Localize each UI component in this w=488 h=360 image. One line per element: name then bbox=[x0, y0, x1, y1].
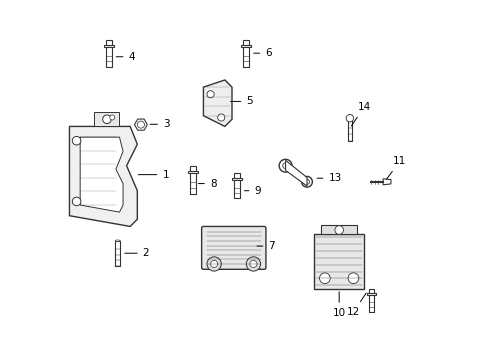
Polygon shape bbox=[103, 45, 114, 47]
Polygon shape bbox=[321, 225, 356, 234]
Polygon shape bbox=[203, 80, 231, 126]
Polygon shape bbox=[285, 160, 306, 186]
Polygon shape bbox=[241, 45, 251, 47]
Polygon shape bbox=[366, 293, 375, 294]
Circle shape bbox=[210, 260, 217, 267]
Circle shape bbox=[304, 179, 309, 184]
Text: 9: 9 bbox=[244, 186, 261, 196]
Polygon shape bbox=[368, 294, 373, 312]
Text: 3: 3 bbox=[150, 119, 169, 129]
Circle shape bbox=[279, 159, 291, 172]
Polygon shape bbox=[243, 47, 248, 67]
Circle shape bbox=[102, 115, 111, 123]
Circle shape bbox=[334, 226, 343, 234]
Ellipse shape bbox=[115, 240, 120, 242]
Circle shape bbox=[217, 114, 224, 121]
Circle shape bbox=[319, 273, 329, 284]
Polygon shape bbox=[189, 166, 196, 171]
Circle shape bbox=[301, 176, 312, 187]
Polygon shape bbox=[243, 40, 249, 45]
Circle shape bbox=[206, 257, 221, 271]
Text: 14: 14 bbox=[351, 102, 370, 126]
Polygon shape bbox=[232, 178, 242, 180]
Text: 6: 6 bbox=[253, 48, 271, 58]
Polygon shape bbox=[134, 119, 147, 130]
Text: 11: 11 bbox=[386, 157, 406, 179]
Text: 5: 5 bbox=[230, 96, 252, 107]
Circle shape bbox=[72, 136, 81, 145]
Circle shape bbox=[347, 273, 358, 284]
Text: 7: 7 bbox=[256, 241, 274, 251]
Circle shape bbox=[72, 197, 81, 206]
Polygon shape bbox=[189, 173, 195, 194]
Circle shape bbox=[137, 121, 144, 128]
Circle shape bbox=[110, 115, 115, 120]
Text: 10: 10 bbox=[332, 292, 345, 318]
Text: 2: 2 bbox=[124, 248, 149, 258]
Polygon shape bbox=[234, 173, 240, 178]
Text: 13: 13 bbox=[316, 173, 341, 183]
Polygon shape bbox=[80, 137, 123, 212]
Circle shape bbox=[206, 91, 214, 98]
Circle shape bbox=[346, 114, 353, 122]
Polygon shape bbox=[69, 126, 137, 226]
Polygon shape bbox=[368, 289, 373, 293]
Text: 8: 8 bbox=[198, 179, 216, 189]
Text: 4: 4 bbox=[116, 52, 135, 62]
Polygon shape bbox=[382, 179, 390, 185]
Polygon shape bbox=[94, 112, 119, 126]
Circle shape bbox=[282, 163, 288, 168]
Polygon shape bbox=[347, 118, 351, 141]
Polygon shape bbox=[313, 234, 364, 289]
Text: 12: 12 bbox=[346, 293, 366, 317]
Circle shape bbox=[249, 260, 257, 267]
Polygon shape bbox=[187, 171, 198, 173]
Polygon shape bbox=[106, 47, 111, 67]
FancyBboxPatch shape bbox=[201, 226, 265, 269]
Circle shape bbox=[246, 257, 260, 271]
Polygon shape bbox=[234, 180, 240, 198]
Text: 1: 1 bbox=[138, 170, 169, 180]
Polygon shape bbox=[105, 40, 112, 45]
Polygon shape bbox=[115, 241, 120, 266]
